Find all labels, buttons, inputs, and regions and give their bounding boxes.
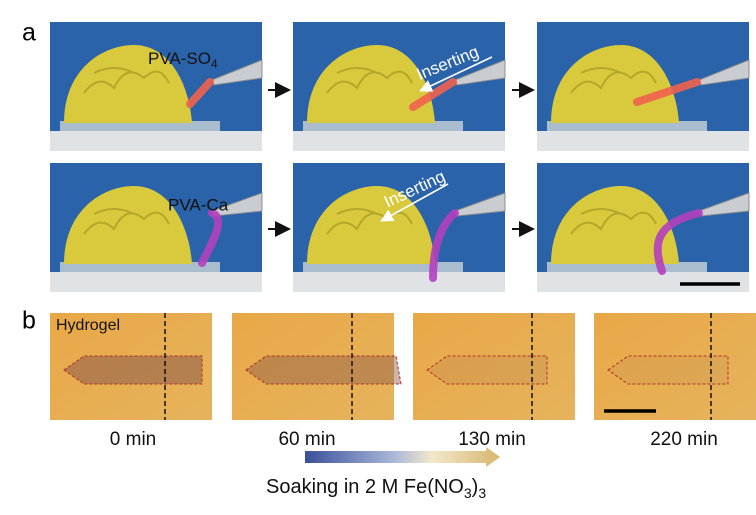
photo-floor (50, 131, 262, 151)
tissue (551, 45, 679, 123)
glass-slide (547, 121, 707, 131)
photo-floor (293, 272, 505, 292)
gel-label: PVA-Ca (168, 195, 229, 214)
hydrogel-photo (413, 313, 575, 420)
step-arrows (268, 82, 535, 237)
tissue-texture (83, 208, 170, 235)
tissue-texture (326, 208, 413, 235)
hydrogel-strip (198, 209, 223, 267)
tissue-texture (570, 208, 657, 235)
tissue (64, 186, 192, 264)
hydrogel-strip (186, 78, 214, 108)
photo (537, 163, 750, 292)
glass-slide (60, 262, 220, 272)
photo-floor (293, 131, 505, 151)
glass-slide (303, 121, 463, 131)
hydrogel-strip (633, 78, 701, 106)
photo-floor (537, 272, 749, 292)
tissue-texture (570, 67, 657, 94)
sample-label: Hydrogel (56, 317, 120, 334)
tweezers (698, 59, 750, 86)
time-label: 130 min (458, 429, 526, 450)
hydrogel-outline (63, 355, 203, 385)
photo-floor (537, 131, 749, 151)
time-label: 0 min (110, 429, 156, 450)
photo (293, 163, 506, 292)
tissue-texture (83, 67, 170, 94)
hydrogel-photo (594, 313, 756, 420)
photo (50, 22, 263, 151)
hydrogel-photo (232, 313, 402, 420)
photo (537, 22, 750, 151)
tweezers (454, 59, 506, 86)
photo-bg (594, 313, 756, 420)
panel-label: b (22, 307, 36, 335)
tissue-texture (326, 67, 413, 94)
photo-floor (50, 272, 262, 292)
hydrogel-photo (50, 313, 212, 420)
hydrogel-strip (409, 78, 457, 111)
hydrogel-outline (245, 355, 402, 385)
hydrogel-outline (426, 355, 548, 385)
tissue (307, 186, 435, 264)
photo (50, 163, 263, 292)
tissue (307, 45, 435, 123)
insert-arrow (380, 183, 449, 222)
photo (293, 22, 506, 151)
insert-arrow (419, 56, 493, 92)
tissue (551, 186, 679, 264)
hydrogel-outline (607, 355, 729, 385)
panel-label: a (22, 19, 36, 47)
glass-slide (303, 262, 463, 272)
hydrogel-strip (429, 209, 459, 282)
time-label: 60 min (278, 429, 335, 450)
photo-bg (413, 313, 575, 420)
photo-bg (232, 313, 394, 420)
tweezers (211, 59, 263, 86)
tissue (64, 45, 192, 123)
soaking-arrow (305, 447, 500, 467)
photo-layer (50, 22, 756, 420)
hydrogel-strip (653, 209, 703, 275)
glass-slide (60, 121, 220, 131)
glass-slide (547, 262, 707, 272)
gel-label: PVA-SO4 (148, 49, 218, 71)
caption: Soaking in 2 M Fe(NO3)3 (266, 476, 486, 500)
time-label: 220 min (650, 429, 718, 450)
